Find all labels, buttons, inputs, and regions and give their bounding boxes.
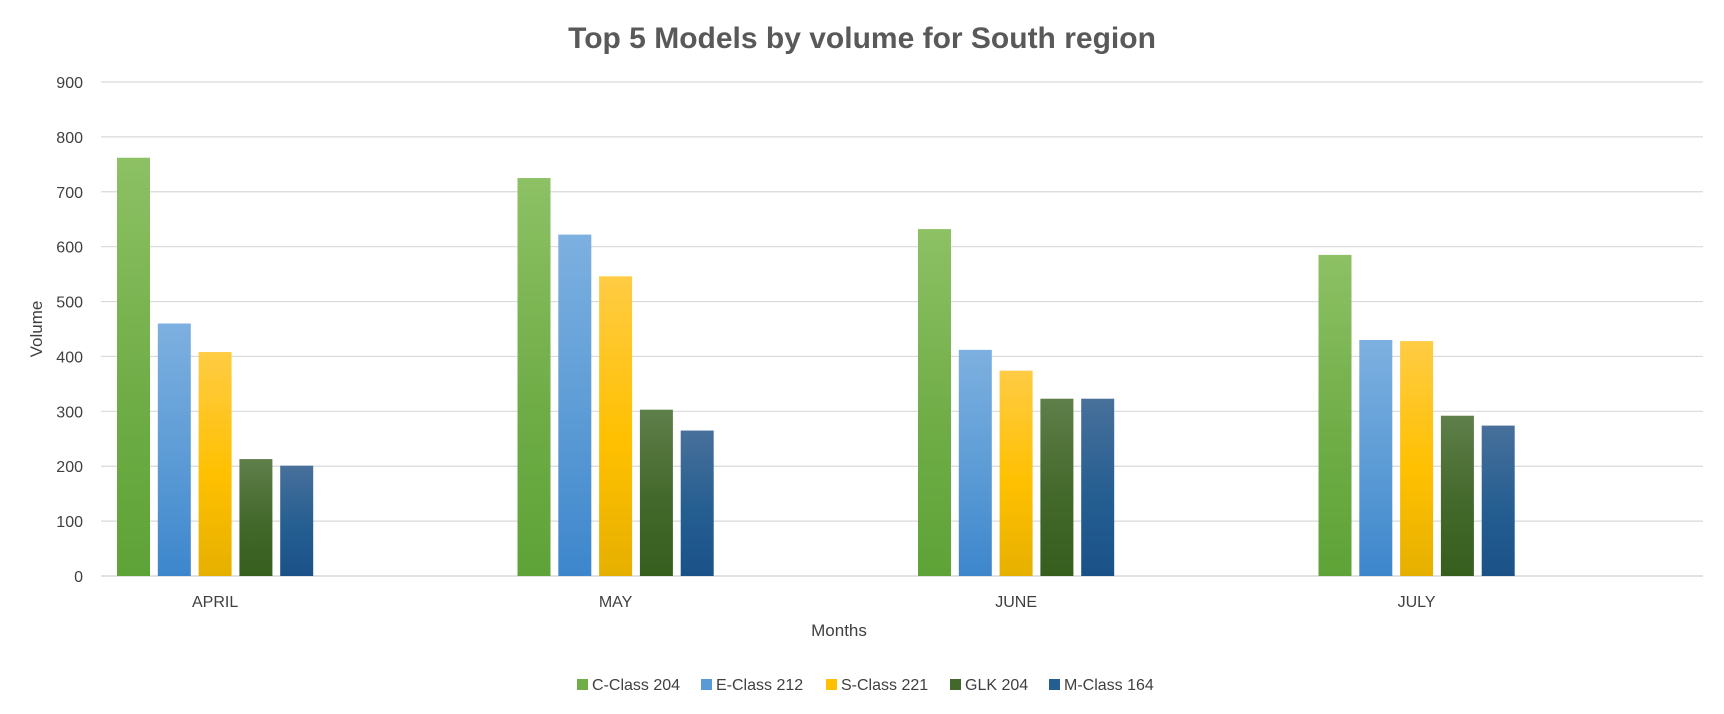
bar-glk-204-june [1040, 398, 1074, 576]
bar-m-class-164-april [280, 465, 314, 576]
legend-swatch [1049, 679, 1060, 690]
bar-c-class-204-april [117, 157, 150, 576]
bar-c-class-204-june [918, 229, 951, 576]
chart-title: Top 5 Models by volume for South region [568, 22, 1156, 55]
bar-glk-204-may [639, 409, 673, 576]
x-tick-label: JULY [1398, 594, 1436, 611]
legend-label: S-Class 221 [841, 677, 928, 694]
legend: C-Class 204 E-Class 212 S-Class 221 GLK 204… [577, 677, 1154, 694]
legend-label: GLK 204 [965, 677, 1028, 694]
y-axis-title: Volume [27, 301, 46, 358]
y-tick-label: 500 [56, 295, 83, 312]
bar-glk-204-april [239, 459, 273, 576]
legend-item-s-class-221: S-Class 221 [826, 677, 928, 694]
legend-item-e-class-212: E-Class 212 [701, 677, 803, 694]
bar-s-class-221-june [999, 370, 1033, 576]
legend-item-m-class-164: M-Class 164 [1049, 677, 1154, 694]
bar-m-class-164-may [680, 430, 714, 576]
y-tick-label: 600 [56, 240, 83, 257]
x-axis-ticks: APRIL MAY JUNE JULY [192, 594, 1436, 611]
legend-swatch [701, 679, 712, 690]
y-tick-label: 300 [56, 404, 83, 421]
y-tick-label: 200 [56, 459, 83, 476]
legend-swatch [577, 679, 588, 690]
legend-label: M-Class 164 [1064, 677, 1154, 694]
bar-s-class-221-may [599, 276, 633, 576]
legend-label: E-Class 212 [716, 677, 803, 694]
x-axis-title: Months [811, 621, 867, 640]
bar-e-class-212-june [958, 349, 992, 576]
gridlines [101, 81, 1703, 577]
y-tick-label: 800 [56, 130, 83, 147]
y-tick-label: 700 [56, 185, 83, 202]
x-tick-label: APRIL [192, 594, 238, 611]
x-tick-label: MAY [599, 594, 633, 611]
bar-e-class-212-july [1359, 339, 1393, 576]
bar-m-class-164-june [1081, 398, 1115, 576]
bar-glk-204-july [1440, 415, 1474, 576]
bar-c-class-204-may [517, 178, 551, 577]
legend-item-glk-204: GLK 204 [950, 677, 1028, 694]
bar-s-class-221-july [1400, 341, 1434, 576]
bar-m-class-164-july [1481, 425, 1515, 576]
bar-e-class-212-may [558, 234, 592, 576]
legend-swatch [950, 679, 961, 690]
bar-s-class-221-april [198, 352, 232, 576]
x-tick-label: JUNE [995, 594, 1037, 611]
legend-label: C-Class 204 [592, 677, 680, 694]
y-tick-label: 900 [56, 75, 83, 92]
y-tick-label: 0 [74, 569, 83, 586]
y-axis-ticks: 0 100 200 300 400 500 600 700 800 900 [56, 75, 83, 586]
bar-e-class-212-april [157, 323, 191, 576]
bars [117, 157, 1515, 577]
y-tick-label: 100 [56, 514, 83, 531]
legend-item-c-class-204: C-Class 204 [577, 677, 680, 694]
y-tick-label: 400 [56, 349, 83, 366]
bar-c-class-204-july [1318, 254, 1352, 576]
legend-swatch [826, 679, 837, 690]
